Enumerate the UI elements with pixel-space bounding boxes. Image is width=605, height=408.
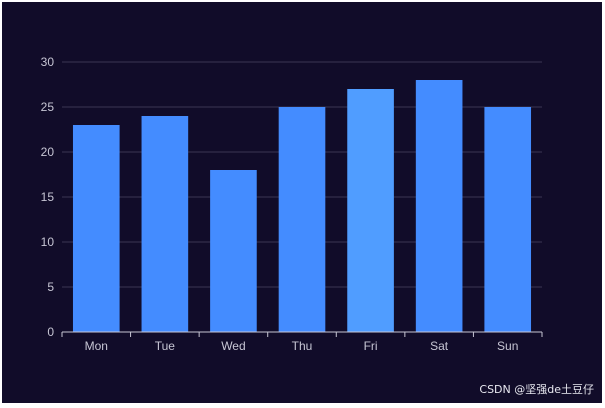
x-tick-label: Sun [497, 339, 518, 353]
x-tick-label: Fri [364, 339, 378, 353]
x-axis-ticks: Mon Tue Wed Thu Fri Sat Sun [85, 339, 519, 353]
x-tick-label: Wed [221, 339, 245, 353]
x-axis [61, 331, 543, 337]
bars [72, 80, 532, 332]
x-tick-label: Tue [155, 339, 176, 353]
y-tick-label: 20 [41, 145, 55, 159]
x-tick-label: Thu [292, 339, 313, 353]
y-axis-ticks: 0 5 10 15 20 25 30 [41, 55, 55, 339]
bar-sun [484, 107, 532, 332]
bar-tue [141, 116, 189, 332]
chart-container: 0 5 10 15 20 25 30 Mon Tue Wed Thu Fri Sat Sun CSDN … [2, 2, 602, 403]
x-tick-label: Mon [85, 339, 108, 353]
y-tick-label: 15 [41, 190, 55, 204]
bar-sat [415, 80, 463, 332]
bar-thu [278, 107, 326, 332]
bar-mon [72, 125, 120, 332]
y-tick-label: 25 [41, 100, 55, 114]
y-tick-label: 10 [41, 235, 55, 249]
y-tick-label: 5 [47, 280, 54, 294]
bar-fri [347, 89, 394, 332]
bar-wed [210, 170, 257, 332]
y-tick-label: 0 [47, 325, 54, 339]
x-tick-label: Sat [430, 339, 449, 353]
watermark: CSDN @坚强de土豆仔 [479, 383, 594, 396]
y-tick-label: 30 [41, 55, 55, 69]
bar-chart: 0 5 10 15 20 25 30 Mon Tue Wed Thu Fri Sat Sun [41, 55, 543, 353]
